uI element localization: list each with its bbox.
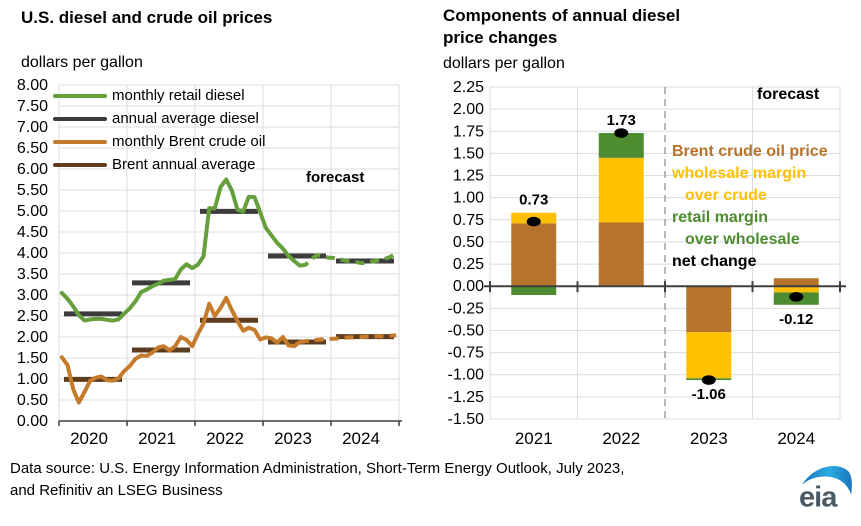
svg-text:-0.25: -0.25 bbox=[448, 300, 485, 317]
svg-text:5.50: 5.50 bbox=[17, 182, 48, 199]
svg-text:2.50: 2.50 bbox=[17, 308, 48, 325]
svg-text:0.00: 0.00 bbox=[453, 278, 484, 295]
net-change-label: 1.73 bbox=[607, 112, 636, 129]
svg-text:2.25: 2.25 bbox=[453, 79, 484, 96]
diesel-crude-price-line-chart: 2020 2021 2022 2023 2024 8.00 7.50 7.00 6.50 6.00… bbox=[17, 77, 402, 448]
svg-text:8.00: 8.00 bbox=[17, 77, 48, 94]
svg-text:2.00: 2.00 bbox=[453, 101, 484, 118]
svg-text:1.50: 1.50 bbox=[453, 145, 484, 162]
svg-text:2021: 2021 bbox=[138, 429, 176, 448]
monthly-brent-crude-swatch bbox=[53, 139, 107, 144]
data-source-line1: Data source: U.S. Energy Information Adm… bbox=[10, 460, 625, 477]
svg-text:-1.25: -1.25 bbox=[448, 389, 485, 406]
legend-text-brent-crude-oil-price: Brent crude oil price bbox=[672, 143, 828, 160]
svg-text:0.50: 0.50 bbox=[453, 234, 484, 251]
svg-text:4.00: 4.00 bbox=[17, 245, 48, 262]
net-change-dot bbox=[701, 375, 716, 385]
wholesale-margin-over-crude-segment bbox=[686, 332, 732, 379]
svg-text:0.25: 0.25 bbox=[453, 256, 484, 273]
svg-text:-1.00: -1.00 bbox=[448, 367, 485, 384]
svg-text:2020: 2020 bbox=[70, 429, 108, 448]
eia-logo-text: eia bbox=[799, 481, 838, 513]
data-source-line2: and Refinitiv an LSEG Business bbox=[10, 482, 223, 499]
svg-text:0.75: 0.75 bbox=[453, 212, 484, 229]
right-chart-title-line2: price changes bbox=[443, 28, 558, 47]
right-chart-title-line1: Components of annual diesel bbox=[443, 6, 681, 25]
legend-label: Brent annual average bbox=[112, 156, 256, 173]
monthly-retail-diesel-series bbox=[59, 177, 398, 323]
net-change-dot bbox=[789, 292, 804, 302]
svg-text:-0.50: -0.50 bbox=[448, 322, 485, 339]
legend-label: monthly retail diesel bbox=[112, 87, 245, 104]
wholesale-margin-over-crude-segment bbox=[598, 157, 644, 223]
eia-logo: eia bbox=[799, 466, 852, 513]
stacked-bars bbox=[511, 133, 819, 381]
monthly-Brent-crude-oil-series bbox=[59, 295, 397, 405]
svg-text:1.75: 1.75 bbox=[453, 123, 484, 140]
net-change-dot bbox=[526, 216, 541, 227]
legend-item-monthly-brent-crude: monthly Brent crude oil bbox=[53, 130, 265, 153]
legend-item-brent-annual-average: Brent annual average bbox=[53, 153, 265, 176]
Brent-crude-oil-price-segment bbox=[686, 286, 732, 333]
wholesale-margin-over-crude-segment bbox=[773, 286, 819, 293]
eia-logo-swoosh bbox=[801, 466, 852, 495]
svg-text:5.00: 5.00 bbox=[17, 203, 48, 220]
diesel-price-components-bar-chart: 0.73 1.73 -1.06 -0.12 2.25 2.00 1.75 1.50 1.25 1.… bbox=[448, 79, 846, 448]
svg-text:3.00: 3.00 bbox=[17, 287, 48, 304]
svg-text:2022: 2022 bbox=[206, 429, 244, 448]
svg-text:0.50: 0.50 bbox=[17, 392, 48, 409]
left-forecast-label: forecast bbox=[306, 169, 365, 186]
right-chart-unit-label: dollars per gallon bbox=[443, 55, 565, 72]
svg-text:7.00: 7.00 bbox=[17, 119, 48, 136]
svg-text:6.00: 6.00 bbox=[17, 161, 48, 178]
svg-text:2022: 2022 bbox=[602, 429, 640, 448]
svg-text:-1.50: -1.50 bbox=[448, 411, 485, 428]
svg-text:1.50: 1.50 bbox=[17, 350, 48, 367]
right-chart-legend: Brent crude oil price wholesale margin o… bbox=[672, 141, 828, 273]
annual-average-diesel-swatch bbox=[53, 116, 107, 121]
monthly-retail-diesel-swatch bbox=[53, 93, 107, 98]
net-change-label: -1.06 bbox=[692, 386, 726, 403]
Brent-crude-oil-price-segment bbox=[773, 278, 819, 287]
legend-label: monthly Brent crude oil bbox=[112, 133, 266, 150]
net-change-label: -0.12 bbox=[779, 311, 813, 328]
annual-average-diesel-series bbox=[64, 208, 394, 317]
legend-item-annual-average-diesel: annual average diesel bbox=[53, 107, 265, 130]
legend-text-wholesale-margin: wholesale margin bbox=[672, 165, 807, 182]
svg-text:6.50: 6.50 bbox=[17, 140, 48, 157]
svg-text:1.25: 1.25 bbox=[453, 168, 484, 185]
brent-annual-average-swatch bbox=[53, 162, 107, 167]
legend-item-monthly-retail-diesel: monthly retail diesel bbox=[53, 84, 265, 107]
left-chart-unit-label: dollars per gallon bbox=[21, 54, 143, 71]
svg-text:2.00: 2.00 bbox=[17, 329, 48, 346]
Brent-crude-oil-price-segment bbox=[598, 222, 644, 287]
legend-text-retail-margin: retail margin bbox=[672, 209, 769, 226]
Brent-annual-average-series bbox=[64, 317, 394, 382]
left-chart-title: U.S. diesel and crude oil prices bbox=[21, 8, 273, 27]
svg-text:2024: 2024 bbox=[777, 429, 815, 448]
svg-text:2021: 2021 bbox=[515, 429, 553, 448]
legend-text-over-crude: over crude bbox=[685, 187, 767, 204]
retail-margin-over-wholesale-segment bbox=[511, 286, 557, 296]
legend-text-over-wholesale: over wholesale bbox=[685, 231, 800, 248]
svg-text:2024: 2024 bbox=[342, 429, 380, 448]
svg-text:1.00: 1.00 bbox=[17, 371, 48, 388]
svg-text:2023: 2023 bbox=[274, 429, 312, 448]
svg-text:-0.75: -0.75 bbox=[448, 345, 485, 362]
Brent-crude-oil-price-segment bbox=[511, 223, 557, 287]
svg-text:3.50: 3.50 bbox=[17, 266, 48, 283]
svg-text:4.50: 4.50 bbox=[17, 224, 48, 241]
left-chart-legend: monthly retail diesel annual average die… bbox=[53, 84, 265, 176]
legend-text-net-change: net change bbox=[672, 253, 757, 270]
net-change-label: 0.73 bbox=[519, 192, 548, 209]
net-change-dot bbox=[614, 128, 629, 138]
svg-text:2023: 2023 bbox=[690, 429, 728, 448]
legend-label: annual average diesel bbox=[112, 110, 259, 127]
svg-text:0.00: 0.00 bbox=[17, 413, 48, 430]
right-forecast-label: forecast bbox=[757, 86, 820, 103]
svg-text:1.00: 1.00 bbox=[453, 190, 484, 207]
svg-text:7.50: 7.50 bbox=[17, 98, 48, 115]
